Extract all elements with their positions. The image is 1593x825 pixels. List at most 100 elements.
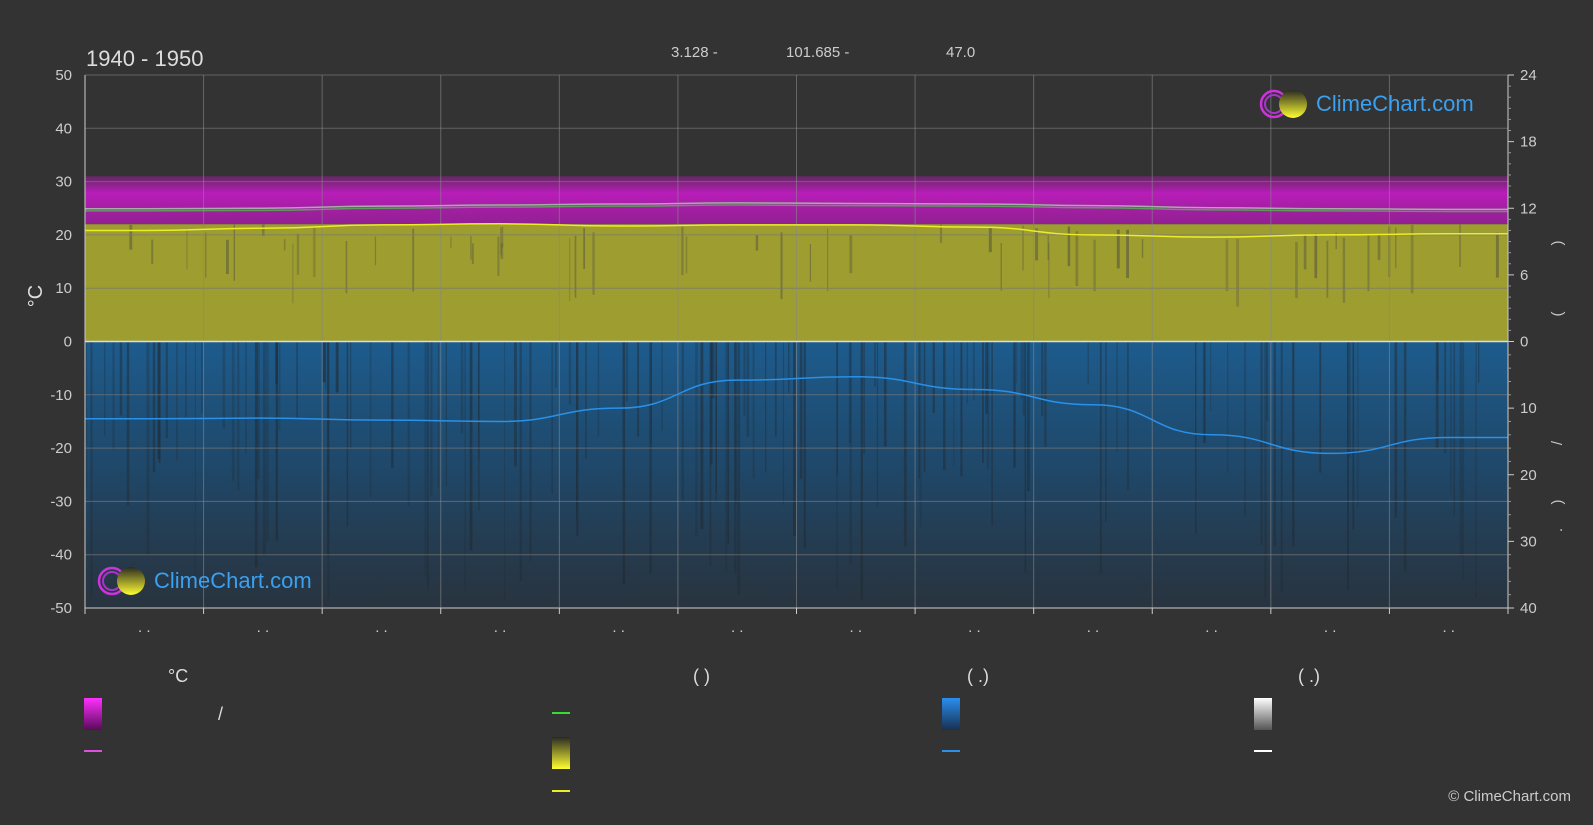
sunshine-streak bbox=[205, 232, 207, 278]
sunshine-streak bbox=[569, 238, 571, 302]
precipitation-streak bbox=[1209, 341, 1212, 412]
precipitation-streak bbox=[725, 341, 728, 572]
legend-snow-head: ( .) bbox=[1298, 666, 1320, 686]
precipitation-streak bbox=[991, 341, 993, 526]
sunshine-streak bbox=[988, 228, 992, 253]
legend-swatch-green-line bbox=[552, 712, 570, 714]
precipitation-streak bbox=[176, 341, 178, 460]
sunshine-streak bbox=[1093, 239, 1096, 292]
x-tick-label: . . bbox=[257, 619, 270, 636]
sunshine-streak bbox=[283, 239, 286, 251]
precipitation-streak bbox=[1243, 341, 1247, 517]
precipitation-streak bbox=[1099, 341, 1102, 574]
precipitation-streak bbox=[1444, 341, 1447, 453]
sunshine-streak bbox=[471, 243, 474, 265]
precipitation-streak bbox=[254, 341, 258, 568]
sunshine-streak bbox=[583, 228, 585, 269]
sunshine-streak bbox=[345, 241, 348, 294]
right-top-tick-label: 6 bbox=[1520, 267, 1528, 284]
logo-bottom[interactable]: ClimeChart.com bbox=[96, 565, 312, 597]
precipitation-streak bbox=[649, 341, 652, 574]
precipitation-streak bbox=[460, 341, 464, 434]
sunshine-streak bbox=[500, 243, 504, 259]
precipitation-streak bbox=[568, 341, 572, 405]
precipitation-streak bbox=[637, 341, 639, 437]
precipitation-streak bbox=[165, 341, 168, 438]
precipitation-streak bbox=[597, 341, 600, 437]
precipitation-streak bbox=[1020, 341, 1023, 399]
sunshine-streak bbox=[681, 226, 684, 276]
x-tick-label: . . bbox=[731, 619, 744, 636]
precipitation-streak bbox=[1292, 341, 1295, 547]
precipitation-streak bbox=[157, 341, 160, 459]
sunshine-streak bbox=[129, 224, 133, 250]
right-top-tick-label: 18 bbox=[1520, 134, 1537, 151]
sunshine-streak bbox=[1075, 231, 1079, 287]
precipitation-streak bbox=[661, 341, 663, 431]
chart-series-lines bbox=[85, 202, 1508, 455]
precipitation-streak bbox=[104, 341, 106, 436]
legend-swatch-rain bbox=[942, 698, 960, 730]
sunshine-streak bbox=[186, 228, 188, 270]
precipitation-streak bbox=[427, 341, 429, 591]
precipitation-streak bbox=[1016, 341, 1018, 384]
x-tick-label: . . bbox=[1087, 619, 1100, 636]
logo-bottom-text: ClimeChart.com bbox=[154, 568, 312, 593]
precipitation-streak bbox=[986, 341, 990, 469]
precipitation-streak bbox=[1349, 341, 1351, 458]
precipitation-streak bbox=[1195, 341, 1197, 534]
precipitation-streak bbox=[1319, 341, 1322, 473]
precipitation-streak bbox=[803, 341, 806, 549]
sunshine-streak bbox=[1126, 229, 1129, 278]
precipitation-streak bbox=[985, 341, 989, 414]
right-axis-label-glyph: . bbox=[1549, 528, 1566, 532]
precipitation-streak bbox=[752, 341, 755, 479]
precipitation-streak bbox=[296, 341, 298, 419]
sunshine-streak bbox=[1395, 227, 1397, 269]
sunshine-streak bbox=[1047, 235, 1050, 260]
precipitation-streak bbox=[737, 341, 741, 595]
sunshine-streak bbox=[501, 226, 504, 248]
precipitation-streak bbox=[346, 341, 349, 527]
precipitation-streak bbox=[1260, 341, 1263, 545]
precipitation-streak bbox=[119, 341, 123, 416]
precipitation-streak bbox=[1280, 341, 1283, 592]
precipitation-streak bbox=[799, 341, 803, 480]
precipitation-streak bbox=[709, 341, 712, 566]
sunshine-streak bbox=[1495, 232, 1499, 278]
precipitation-streak bbox=[529, 341, 532, 562]
sunshine-streak bbox=[1377, 234, 1381, 261]
copyright[interactable]: © ClimeChart.com bbox=[1448, 788, 1571, 805]
precipitation-streak bbox=[275, 341, 278, 541]
precipitation-streak bbox=[1266, 341, 1269, 421]
sunshine-streak bbox=[1314, 233, 1318, 279]
right-axis-label-glyph: ) bbox=[1549, 500, 1566, 505]
precipitation-streak bbox=[710, 341, 713, 465]
longitude-label: 101.685 - bbox=[786, 44, 850, 61]
precipitation-streak bbox=[327, 341, 330, 599]
precipitation-streak bbox=[923, 341, 926, 472]
precipitation-streak bbox=[478, 341, 480, 511]
precipitation-streak bbox=[430, 341, 433, 497]
precipitation-streak bbox=[943, 341, 946, 470]
sunshine-streak bbox=[1000, 243, 1002, 291]
precipitation-streak bbox=[1024, 341, 1027, 573]
precipitation-streak bbox=[1436, 341, 1439, 382]
left-tick-label: 10 bbox=[55, 280, 72, 297]
precipitation-streak bbox=[793, 341, 796, 537]
precipitation-streak bbox=[424, 341, 427, 577]
sunshine-streak bbox=[1236, 239, 1240, 307]
precipitation-streak bbox=[469, 341, 473, 551]
chart-axes: 50 40 30 20 10 0 -10 -20 -30 -40 -50 24 18 12 6 0 10 20 30… bbox=[50, 67, 1566, 636]
right-axis-label-glyph: ) bbox=[1549, 241, 1566, 246]
logo-top[interactable]: ClimeChart.com bbox=[1258, 88, 1474, 120]
precipitation-streak bbox=[787, 341, 790, 393]
precipitation-streak bbox=[325, 341, 327, 390]
chart-grid bbox=[84, 74, 1508, 609]
precipitation-streak bbox=[874, 341, 876, 387]
precipitation-streak bbox=[407, 341, 410, 506]
precipitation-streak bbox=[335, 341, 339, 393]
left-tick-label: 0 bbox=[64, 334, 72, 351]
right-axis-label-glyph: ( bbox=[1549, 312, 1566, 317]
